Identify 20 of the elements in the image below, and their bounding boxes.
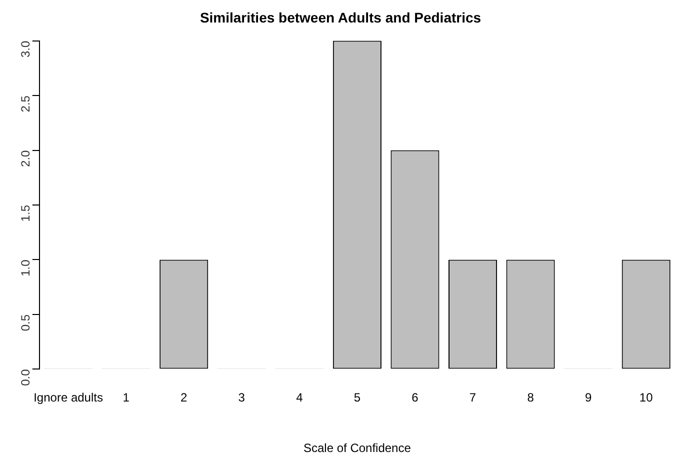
y-tick-label: 0.5 [18,314,33,332]
x-tick-label: 2 [180,390,188,405]
x-tick-label: 5 [354,390,361,405]
x-tick-label: 9 [584,390,592,405]
y-tick-label: 0.0 [18,368,33,386]
y-tick-label: 1.0 [18,259,33,276]
x-tick-label: 6 [412,390,419,405]
x-tick-label: 10 [639,390,654,405]
y-tick-label: 2.0 [18,150,33,167]
x-tick-label: Ignore adults [34,390,103,405]
x-tick-label: 1 [122,390,130,405]
x-tick-label: 8 [527,390,534,405]
x-axis-title: Scale of Confidence [303,441,412,456]
x-tick-label: 4 [296,390,304,405]
y-tick-label: 2.5 [18,95,33,112]
x-tick-label: 3 [238,390,246,405]
x-tick-label: 7 [469,390,476,405]
y-tick-label: 1.5 [18,204,33,222]
chart-title: Similarities between Adults and Pediatrics [200,9,482,26]
y-tick-label: 3.0 [18,40,33,58]
